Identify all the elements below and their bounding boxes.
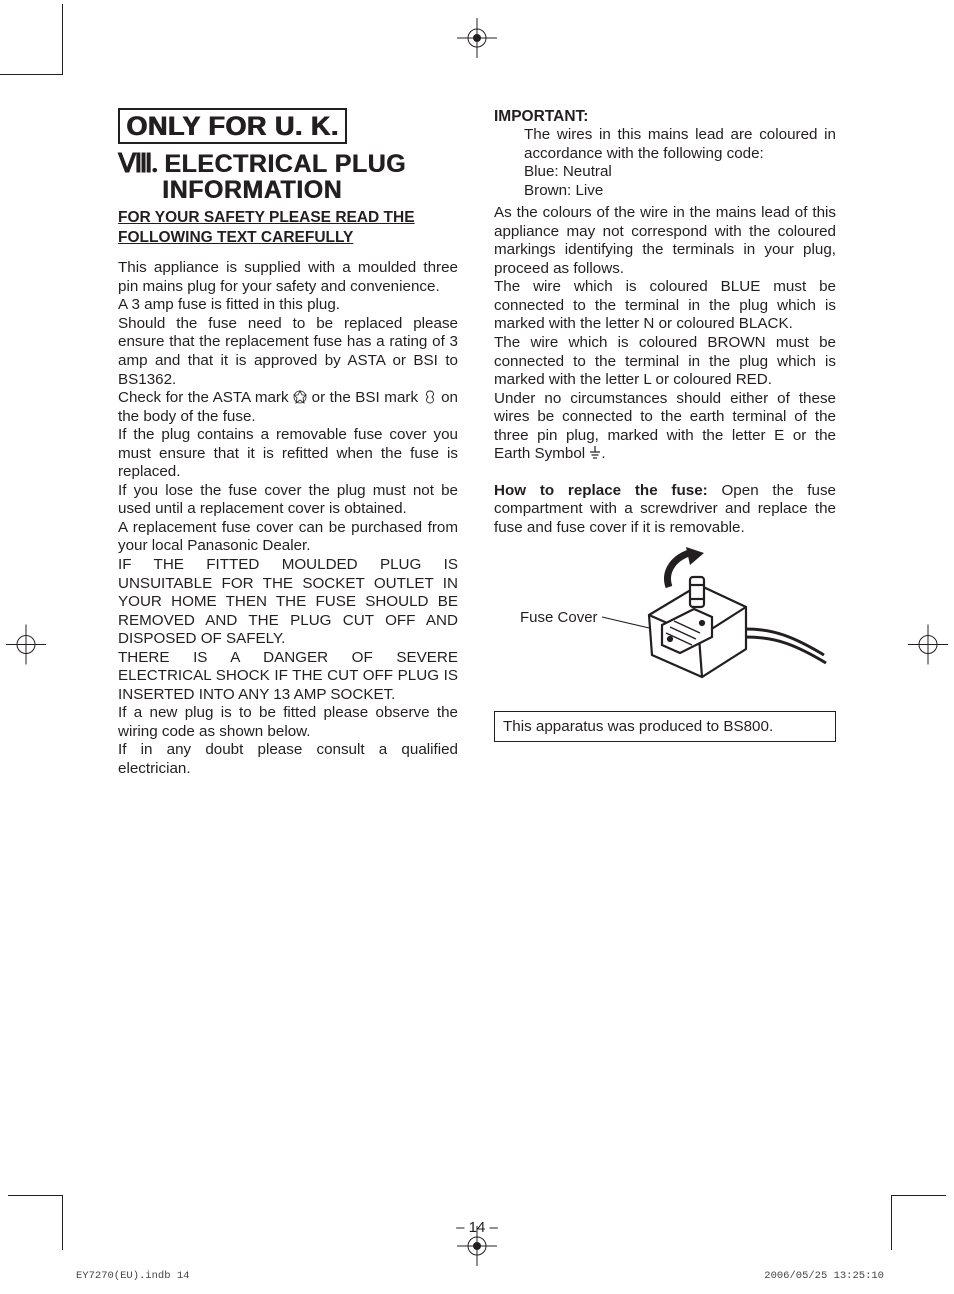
right-column: IMPORTANT: The wires in this mains lead … xyxy=(494,108,836,779)
registration-mark-left xyxy=(6,625,46,670)
section-roman: Ⅷ. xyxy=(118,149,157,178)
important-label: IMPORTANT: xyxy=(494,108,836,126)
asta-mark-icon xyxy=(293,390,307,404)
uk-only-box: ONLY FOR U. K. xyxy=(118,108,347,144)
para: IF THE FITTED MOULDED PLUG IS UNSUITABLE… xyxy=(118,556,458,649)
section-title-line1: ELECTRICAL PLUG xyxy=(164,150,406,178)
important-text: The wires in this mains lead are coloure… xyxy=(524,126,836,163)
howto-label: How to replace the fuse: xyxy=(494,482,708,499)
para: If a new plug is to be fitted please obs… xyxy=(118,704,458,741)
registration-mark-right xyxy=(908,625,948,670)
para: This appliance is supplied with a moulde… xyxy=(118,259,458,296)
crop-mark xyxy=(8,20,63,75)
content-columns: ONLY FOR U. K. Ⅷ. ELECTRICAL PLUG INFORM… xyxy=(0,108,954,779)
uk-only-text: ONLY FOR U. K. xyxy=(126,111,339,141)
crop-mark xyxy=(891,1195,946,1250)
para: A 3 amp fuse is fitted in this plug. xyxy=(118,296,458,315)
para: As the colours of the wire in the mains … xyxy=(494,204,836,278)
para-text: Under no circumstances should either of … xyxy=(494,390,836,463)
para: The wire which is coloured BLUE must be … xyxy=(494,278,836,334)
para: The wire which is coloured BROWN must be… xyxy=(494,334,836,390)
section-title-line2: INFORMATION xyxy=(118,177,458,205)
wire-blue: Blue: Neutral xyxy=(524,163,836,182)
registration-mark-top xyxy=(457,18,497,58)
para: Should the fuse need to be replaced plea… xyxy=(118,315,458,389)
earth-symbol-icon xyxy=(589,446,601,460)
crop-mark xyxy=(8,1195,63,1250)
page: ONLY FOR U. K. Ⅷ. ELECTRICAL PLUG INFORM… xyxy=(0,0,954,1294)
para: If the plug contains a removable fuse co… xyxy=(118,426,458,482)
footer-filename: EY7270(EU).indb 14 xyxy=(76,1270,189,1282)
para: If in any doubt please consult a qualifi… xyxy=(118,741,458,778)
fuse-cover-label: Fuse Cover xyxy=(520,609,598,626)
para: A replacement fuse cover can be purchase… xyxy=(118,519,458,556)
page-number: – 14 – xyxy=(456,1219,498,1236)
page-number-value: 14 xyxy=(469,1219,486,1236)
howto-para: How to replace the fuse: Open the fuse c… xyxy=(494,482,836,538)
fuse-figure: Fuse Cover xyxy=(494,537,836,697)
footer-timestamp: 2006/05/25 13:25:10 xyxy=(764,1270,884,1282)
section-title: Ⅷ. ELECTRICAL PLUG INFORMATION xyxy=(118,150,458,204)
para: If you lose the fuse cover the plug must… xyxy=(118,482,458,519)
para: Under no circumstances should either of … xyxy=(494,390,836,464)
para: THERE IS A DANGER OF SEVERE ELECTRICAL S… xyxy=(118,649,458,705)
bsi-mark-icon xyxy=(423,390,437,404)
para-text: . xyxy=(601,445,605,462)
important-block: The wires in this mains lead are coloure… xyxy=(494,126,836,200)
bs800-box: This apparatus was produced to BS800. xyxy=(494,711,836,742)
para-text: or the BSI mark xyxy=(307,389,422,406)
para-text: Check for the ASTA mark xyxy=(118,389,293,406)
para: Check for the ASTA mark or the BSI mark … xyxy=(118,389,458,426)
left-column: ONLY FOR U. K. Ⅷ. ELECTRICAL PLUG INFORM… xyxy=(118,108,458,779)
safety-heading: FOR YOUR SAFETY PLEASE READ THE FOLLOWIN… xyxy=(118,208,458,247)
wire-brown: Brown: Live xyxy=(524,182,836,201)
